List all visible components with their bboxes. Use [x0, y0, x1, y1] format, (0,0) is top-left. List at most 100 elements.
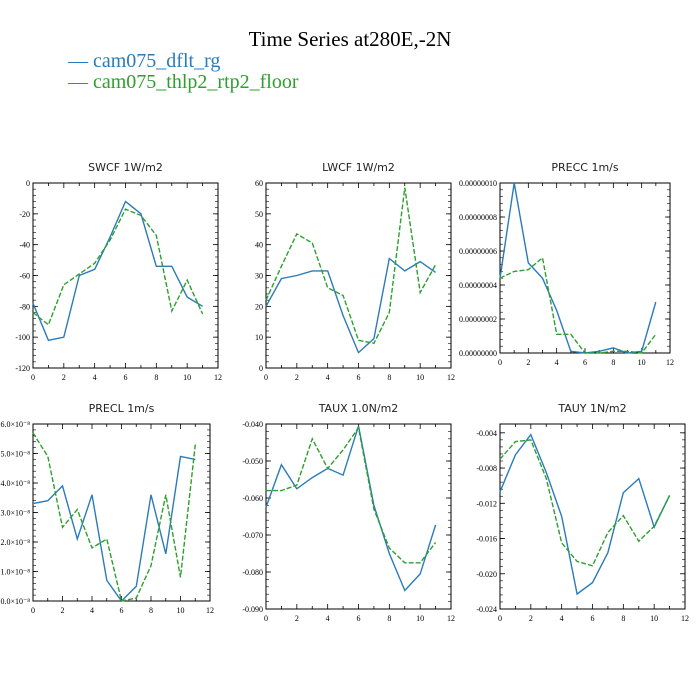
x-tick-label: 6: [583, 358, 587, 367]
series-line-0: [499, 433, 671, 596]
y-tick-label: -0.012: [476, 499, 497, 508]
series-line-1: [32, 432, 196, 602]
y-tick-label: -20: [19, 210, 30, 219]
x-tick-label: 0: [498, 614, 502, 623]
x-tick-label: 2: [62, 373, 66, 382]
y-tick-label: 0.00000002: [459, 315, 497, 324]
legend-entry-dflt: — cam075_dflt_rg: [68, 51, 220, 71]
x-tick-label: 4: [93, 373, 97, 382]
chart-panel-1: LWCF 1W/m2 0 2 4 6 8 10 12 0 10 20 30 40 50 60: [255, 161, 455, 382]
legend-label-floor: — cam075_thlp2_rtp2_floor: [68, 71, 299, 93]
x-tick-label: 4: [326, 373, 330, 382]
x-tick-label: 12: [214, 373, 222, 382]
y-tick-label: 0.00000004: [459, 281, 497, 290]
y-tick-label: 50: [255, 210, 263, 219]
x-tick-label: 2: [529, 614, 533, 623]
x-tick-label: 6: [591, 614, 595, 623]
x-tick-label: 8: [621, 614, 625, 623]
x-tick-label: 10: [416, 373, 424, 382]
y-tick-label: -0.024: [476, 605, 497, 614]
series-line-1: [265, 187, 437, 345]
plot-frame: [265, 423, 452, 610]
x-tick-label: 10: [416, 614, 424, 623]
y-tick-label: -80: [19, 302, 30, 311]
y-tick-label: 40: [255, 241, 263, 250]
y-tick-label: 3.0×10⁻⁸: [0, 509, 30, 518]
y-tick-label: 0.00000000: [459, 349, 497, 358]
y-tick-label: 0.0×10⁻⁸: [0, 597, 30, 606]
y-tick-label: 5.0×10⁻⁸: [0, 450, 30, 459]
x-tick-label: 8: [154, 373, 158, 382]
y-tick-label: 0.00000010: [459, 179, 497, 188]
x-tick-label: 12: [666, 358, 674, 367]
legend-entry-floor: — cam075_thlp2_rtp2_floor: [68, 72, 299, 92]
chart-panel-2: PRECC 1m/s 0 2 4 6 8 10 12 0.00000000 0.00000002 0…: [459, 161, 674, 367]
x-tick-label: 0: [31, 606, 35, 615]
x-tick-label: 0: [264, 614, 268, 623]
y-tick-label: 0.00000008: [459, 213, 497, 222]
series-line-0: [32, 200, 203, 342]
x-tick-label: 2: [526, 358, 530, 367]
panel-title: PRECC 1m/s: [551, 161, 619, 174]
x-tick-label: 10: [638, 358, 646, 367]
x-tick-label: 6: [124, 373, 128, 382]
chart-panel-4: TAUX 1.0N/m2 0 2 4 6 8 10 12 -0.040 -0.050 -0.060 -…: [242, 402, 455, 623]
x-tick-label: 12: [447, 614, 455, 623]
x-tick-label: 12: [447, 373, 455, 382]
series-line-0: [499, 182, 657, 354]
series-line-1: [266, 425, 437, 564]
y-tick-label: -0.080: [242, 568, 263, 577]
x-tick-label: 6: [357, 373, 361, 382]
x-tick-label: 10: [183, 373, 191, 382]
panel-title: LWCF 1W/m2: [322, 161, 395, 174]
y-tick-label: -40: [19, 241, 30, 250]
series-line-0: [265, 425, 437, 592]
y-tick-label: 30: [255, 272, 263, 281]
x-tick-label: 10: [650, 614, 658, 623]
x-tick-label: 8: [387, 373, 391, 382]
y-tick-label: 1.0×10⁻⁸: [0, 568, 30, 577]
y-tick-label: -60: [19, 272, 30, 281]
y-tick-label: 6.0×10⁻⁸: [0, 420, 30, 429]
y-tick-label: 60: [255, 179, 263, 188]
panel-title: TAUY 1N/m2: [557, 402, 626, 415]
y-tick-label: 0: [259, 364, 263, 373]
x-tick-label: 4: [90, 606, 94, 615]
y-tick-label: -0.040: [242, 420, 263, 429]
x-tick-label: 10: [177, 606, 185, 615]
series-line-1: [499, 256, 657, 354]
y-tick-label: -0.050: [242, 457, 263, 466]
panel-title: SWCF 1W/m2: [88, 161, 163, 174]
x-tick-label: 6: [357, 614, 361, 623]
y-tick-label: 4.0×10⁻⁸: [0, 479, 30, 488]
x-tick-label: 4: [326, 614, 330, 623]
x-tick-label: 0: [31, 373, 35, 382]
x-tick-label: 2: [61, 606, 65, 615]
x-tick-label: 2: [295, 373, 299, 382]
figure-title: Time Series at280E,-2N: [248, 27, 452, 51]
panel-title: PRECL 1m/s: [89, 402, 155, 415]
series-line-0: [265, 257, 437, 354]
y-tick-label: 0.00000006: [459, 247, 497, 256]
x-tick-label: 4: [560, 614, 564, 623]
y-tick-label: -0.004: [476, 429, 497, 438]
y-tick-label: -0.090: [242, 605, 263, 614]
chart-panel-5: TAUY 1N/m2 0 2 4 6 8 10 12 -0.004 -0.008 -0.012 -0.…: [476, 402, 689, 623]
y-tick-label: 2.0×10⁻⁸: [0, 538, 30, 547]
x-tick-label: 8: [611, 358, 615, 367]
y-tick-label: -0.070: [242, 531, 263, 540]
x-tick-label: 2: [295, 614, 299, 623]
chart-panel-3: PRECL 1m/s 0 2 4 6 8 10 12 0.0×10⁻⁸ 1.0×10⁻⁸ 2.0×1…: [0, 402, 214, 615]
series-line-1: [32, 208, 204, 326]
legend-label-dflt: — cam075_dflt_rg: [68, 50, 221, 72]
y-tick-label: 10: [255, 333, 263, 342]
y-tick-label: -100: [15, 333, 30, 342]
x-tick-label: 4: [555, 358, 559, 367]
y-tick-label: -0.016: [476, 535, 497, 544]
y-tick-label: 20: [255, 302, 263, 311]
x-tick-label: 8: [387, 614, 391, 623]
y-tick-label: -0.008: [476, 464, 497, 473]
x-tick-label: 12: [206, 606, 214, 615]
series-line-1: [499, 439, 671, 567]
